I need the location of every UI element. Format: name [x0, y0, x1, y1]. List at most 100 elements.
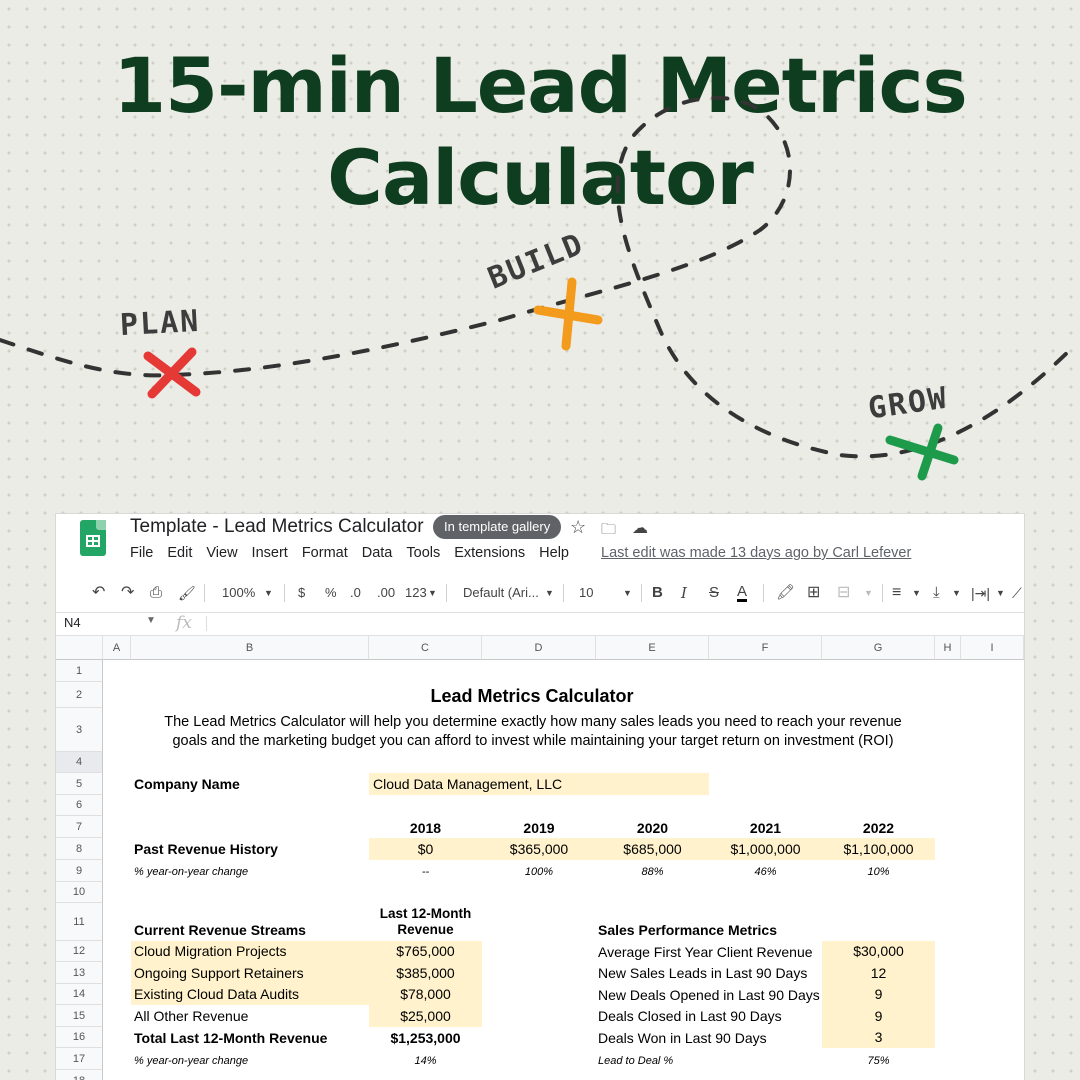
column-header-g[interactable]: G: [822, 636, 935, 660]
text-rotate-icon[interactable]: ⟋: [1012, 585, 1022, 601]
yoy-label[interactable]: % year-on-year change: [134, 866, 249, 878]
cloud-status-icon[interactable]: ☁: [632, 520, 648, 537]
sales-metrics-header[interactable]: Sales Performance Metrics: [598, 922, 777, 938]
yoy-cell[interactable]: --: [421, 866, 430, 878]
bold-button[interactable]: B: [652, 584, 663, 601]
company-name-label[interactable]: Company Name: [134, 776, 240, 792]
year-header[interactable]: 2020: [636, 820, 669, 836]
sheet-description-line2[interactable]: goals and the marketing budget you can a…: [172, 733, 894, 749]
v-align-caret-icon[interactable]: ▼: [952, 588, 961, 598]
zoom-select[interactable]: 100%: [222, 585, 256, 600]
menu-help[interactable]: Help: [539, 545, 569, 561]
yoy-cell[interactable]: 46%: [754, 866, 777, 878]
row-header[interactable]: 14: [56, 984, 103, 1005]
row-header[interactable]: 7: [56, 816, 103, 838]
past-revenue-label[interactable]: Past Revenue History: [134, 841, 278, 857]
h-align-caret-icon[interactable]: ▼: [912, 588, 921, 598]
sheet-description-line1[interactable]: The Lead Metrics Calculator will help yo…: [164, 714, 902, 730]
row-header[interactable]: 15: [56, 1005, 103, 1027]
sales-metric-name[interactable]: Deals Closed in Last 90 Days: [598, 1008, 782, 1024]
vertical-align-icon[interactable]: ⤓: [933, 584, 940, 601]
revenue-stream-name[interactable]: Cloud Migration Projects: [131, 941, 369, 962]
past-revenue-cell[interactable]: $365,000: [482, 838, 596, 860]
sales-metric-name[interactable]: Average First Year Client Revenue: [598, 944, 813, 960]
year-header[interactable]: 2021: [749, 820, 782, 836]
text-wrap-icon[interactable]: |⇥|: [971, 585, 991, 601]
company-name-value[interactable]: Cloud Data Management, LLC: [369, 773, 709, 795]
past-revenue-cell[interactable]: $685,000: [596, 838, 709, 860]
font-family-caret-icon[interactable]: ▼: [545, 588, 554, 598]
yoy-cell[interactable]: 88%: [641, 866, 664, 878]
sales-metric-value[interactable]: 9: [822, 984, 935, 1005]
star-icon[interactable]: ☆: [570, 517, 587, 537]
horizontal-align-icon[interactable]: ≡: [892, 584, 902, 601]
sheets-logo-icon[interactable]: [80, 520, 106, 556]
column-header-e[interactable]: E: [596, 636, 709, 660]
past-revenue-cell[interactable]: $0: [369, 838, 482, 860]
fill-color-icon[interactable]: 🖍: [776, 584, 796, 601]
menu-edit[interactable]: Edit: [167, 545, 193, 561]
strikethrough-button[interactable]: S: [709, 584, 720, 601]
sales-metric-name[interactable]: New Deals Opened in Last 90 Days: [598, 987, 820, 1003]
corner-cell[interactable]: [56, 636, 103, 660]
row-header[interactable]: 9: [56, 860, 103, 882]
row-header[interactable]: 18: [56, 1070, 103, 1080]
print-icon[interactable]: ⎙: [150, 584, 163, 601]
column-header-i[interactable]: I: [961, 636, 1024, 660]
past-revenue-cell[interactable]: $1,000,000: [709, 838, 822, 860]
more-formats-caret-icon[interactable]: ▼: [428, 588, 437, 598]
total-revenue-value[interactable]: $1,253,000: [390, 1030, 461, 1046]
column-header-h[interactable]: H: [935, 636, 961, 660]
row-header[interactable]: 13: [56, 962, 103, 984]
yoy-cell[interactable]: 100%: [524, 866, 554, 878]
zoom-caret-icon[interactable]: ▼: [264, 588, 273, 598]
decrease-decimal-button[interactable]: .0: [350, 585, 361, 600]
italic-button[interactable]: I: [681, 584, 687, 602]
row-header[interactable]: 6: [56, 795, 103, 816]
column-header-d[interactable]: D: [482, 636, 596, 660]
merge-cells-icon[interactable]: ⊟: [837, 584, 851, 601]
sheet-heading[interactable]: Lead Metrics Calculator: [430, 686, 634, 706]
column-header-b[interactable]: B: [131, 636, 369, 660]
year-header[interactable]: 2022: [862, 820, 895, 836]
sales-metric-value[interactable]: 12: [822, 962, 935, 984]
menu-file[interactable]: File: [130, 545, 154, 561]
paint-format-icon[interactable]: 🖌: [178, 585, 196, 601]
column-header-f[interactable]: F: [709, 636, 822, 660]
more-formats-button[interactable]: 123: [405, 585, 427, 600]
column-header-c[interactable]: C: [369, 636, 482, 660]
row-header[interactable]: 16: [56, 1027, 103, 1048]
row-header[interactable]: 12: [56, 941, 103, 962]
name-box[interactable]: N4: [64, 615, 81, 630]
redo-icon[interactable]: ↷: [121, 584, 135, 601]
currency-format-button[interactable]: $: [298, 585, 306, 600]
undo-icon[interactable]: ↶: [92, 584, 106, 601]
row-header[interactable]: 1: [56, 660, 103, 682]
revenue-stream-name[interactable]: Ongoing Support Retainers: [131, 962, 369, 984]
font-family-select[interactable]: Default (Ari...: [463, 585, 539, 600]
menu-data[interactable]: Data: [361, 545, 393, 561]
borders-icon[interactable]: ⊞: [807, 584, 821, 601]
name-box-caret-icon[interactable]: ▼: [146, 615, 156, 626]
text-color-button[interactable]: A: [737, 583, 748, 602]
menu-insert[interactable]: Insert: [251, 545, 288, 561]
total-yoy-value[interactable]: 14%: [414, 1055, 437, 1067]
increase-decimal-button[interactable]: .00: [377, 585, 396, 600]
row-header[interactable]: 2: [56, 682, 103, 708]
menu-extensions[interactable]: Extensions: [454, 545, 526, 561]
yoy-cell[interactable]: 10%: [867, 866, 890, 878]
row-header[interactable]: 11: [56, 903, 103, 941]
wrap-caret-icon[interactable]: ▼: [996, 588, 1005, 598]
revenue-stream-value[interactable]: $385,000: [369, 962, 482, 984]
revenue-stream-name[interactable]: Existing Cloud Data Audits: [131, 984, 369, 1005]
last12-header-line2[interactable]: Revenue: [397, 922, 454, 937]
font-size-select[interactable]: 10: [579, 585, 594, 600]
lead-to-deal-label[interactable]: Lead to Deal %: [598, 1055, 674, 1067]
last12-header-line1[interactable]: Last 12-Month: [379, 906, 472, 921]
row-header[interactable]: 10: [56, 882, 103, 903]
sales-metric-value[interactable]: 3: [822, 1027, 935, 1048]
font-size-caret-icon[interactable]: ▼: [623, 588, 632, 598]
document-title[interactable]: Template - Lead Metrics Calculator: [130, 516, 424, 537]
percent-format-button[interactable]: %: [325, 585, 337, 600]
row-header[interactable]: 17: [56, 1048, 103, 1070]
